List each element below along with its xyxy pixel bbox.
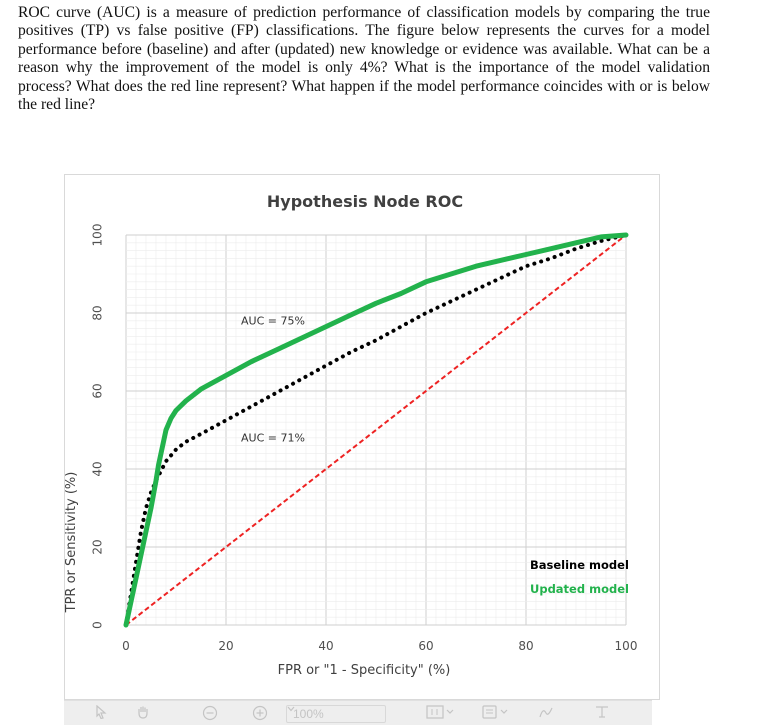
x-tick-label: 40 [318, 639, 333, 653]
x-tick-label: 100 [615, 639, 638, 653]
annotations: AUC = 75% AUC = 71% [241, 315, 305, 445]
y-tick-label: 40 [91, 461, 105, 476]
x-tick-label: 20 [218, 639, 233, 653]
y-tick-label: 20 [91, 539, 105, 554]
chart-title: Hypothesis Node ROC [267, 192, 463, 211]
page-fit-icon[interactable] [426, 705, 458, 721]
y-axis-label: TPR or Sensitivity (%) [65, 472, 79, 614]
pdf-toolbar: 100% [64, 700, 652, 725]
roc-chart: Hypothesis Node ROC 0 20 40 60 80 100 0 20 40 60… [65, 192, 637, 678]
series-baseline-model [124, 233, 628, 627]
roc-figure: Hypothesis Node ROC 0 20 40 60 80 100 0 20 40 60… [64, 174, 660, 700]
zoom-out-icon[interactable] [202, 705, 220, 721]
pointer-icon[interactable] [94, 705, 112, 721]
x-tick-labels: 0 20 40 60 80 100 [122, 639, 637, 653]
y-tick-label: 80 [91, 305, 105, 320]
y-tick-label: 0 [91, 621, 105, 629]
x-tick-label: 0 [122, 639, 130, 653]
series-group [123, 232, 629, 628]
x-tick-label: 80 [518, 639, 533, 653]
legend: Baseline model Updated model [530, 558, 629, 596]
auc-annotation: AUC = 75% [241, 315, 305, 328]
comment-icon[interactable] [482, 705, 514, 721]
zoom-in-icon[interactable] [252, 705, 270, 721]
sign-icon[interactable] [538, 705, 558, 721]
grid [125, 234, 627, 626]
x-axis-label: FPR or "1 - Specificity" (%) [278, 663, 451, 678]
x-tick-label: 60 [418, 639, 433, 653]
y-tick-labels: 0 20 40 60 80 100 [91, 224, 105, 629]
y-tick-label: 100 [91, 224, 105, 247]
zoom-value: 100% [293, 707, 324, 721]
y-tick-label: 60 [91, 383, 105, 398]
zoom-select[interactable]: 100% [286, 705, 386, 723]
hand-icon[interactable] [136, 705, 154, 721]
legend-entry: Updated model [530, 582, 629, 596]
auc-annotation: AUC = 71% [241, 432, 305, 445]
series-updated-model [123, 232, 629, 628]
highlight-icon[interactable] [594, 705, 614, 721]
legend-entry: Baseline model [530, 558, 629, 572]
series-reference-diagonal [125, 234, 627, 626]
question-text: ROC curve (AUC) is a measure of predicti… [18, 4, 710, 114]
